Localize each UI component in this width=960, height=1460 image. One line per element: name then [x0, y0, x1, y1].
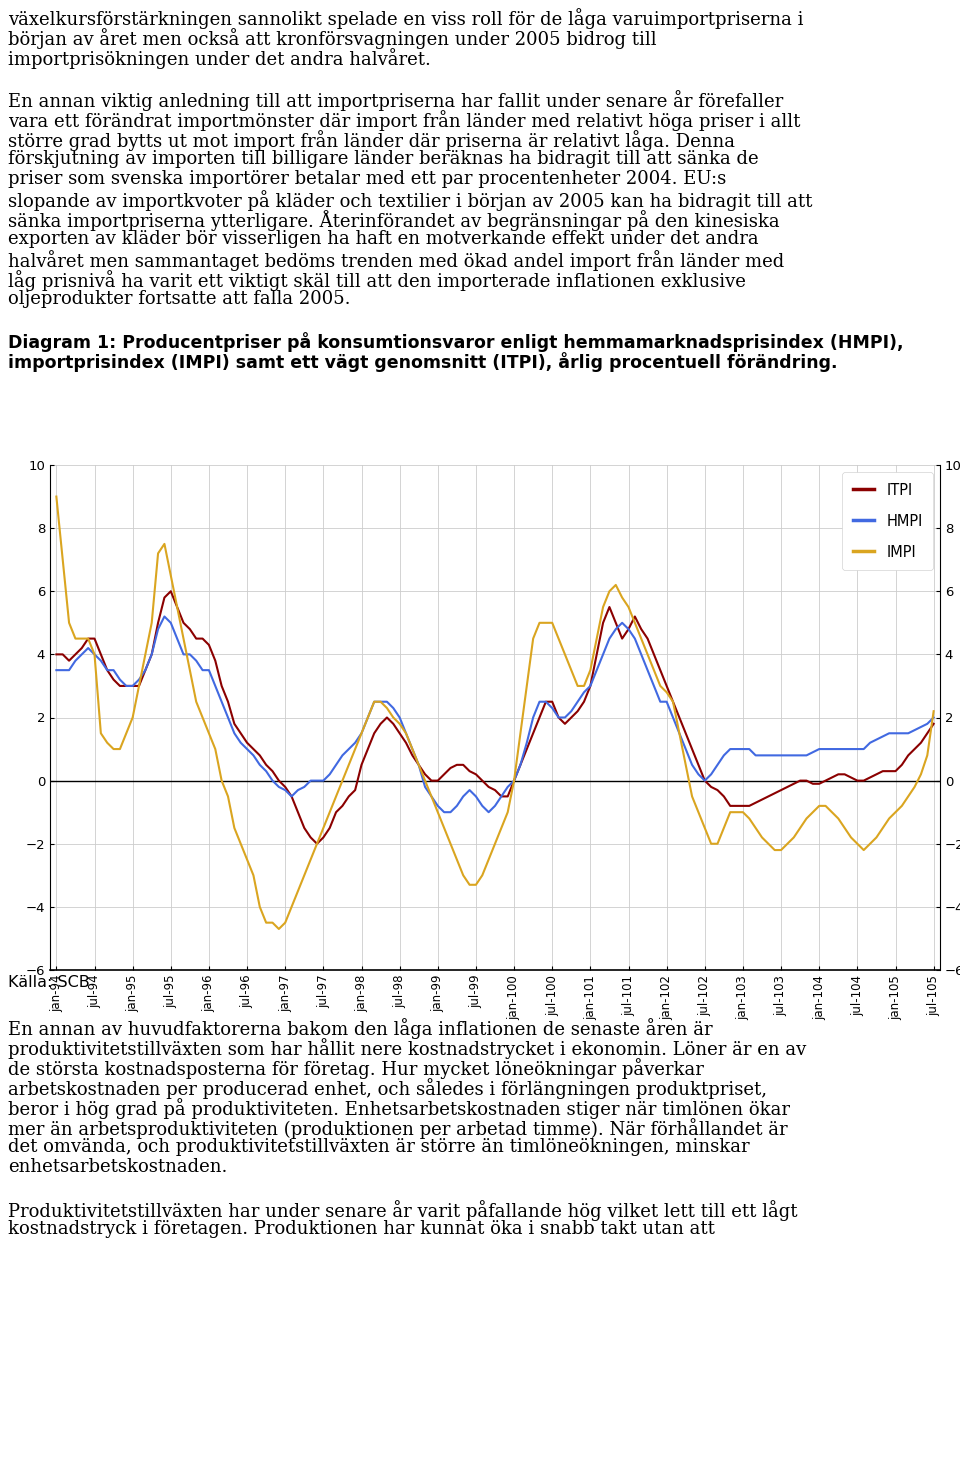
HMPI [158, 607, 170, 625]
HMPI [623, 620, 635, 638]
Text: de största kostnadsposterna för företag. Hur mycket löneökningar påverkar: de största kostnadsposterna för företag.… [8, 1058, 704, 1079]
Text: det omvända, och produktivitetstillväxten är större än timlöneökningen, minskar: det omvända, och produktivitetstillväxte… [8, 1137, 750, 1156]
Text: vara ett förändrat importmönster där import från länder med relativt höga priser: vara ett förändrat importmönster där imp… [8, 110, 801, 131]
Text: slopande av importkvoter på kläder och textilier i början av 2005 kan ha bidragi: slopande av importkvoter på kläder och t… [8, 190, 812, 210]
Text: Produktivitetstillväxten har under senare år varit påfallande hög vilket lett ti: Produktivitetstillväxten har under senar… [8, 1200, 798, 1221]
HMPI [928, 708, 940, 726]
ITPI [311, 835, 323, 853]
Legend: ITPI, HMPI, IMPI: ITPI, HMPI, IMPI [842, 472, 933, 569]
Text: priser som svenska importörer betalar med ett par procentenheter 2004. EU:s: priser som svenska importörer betalar me… [8, 169, 727, 188]
HMPI [439, 803, 450, 821]
Text: oljeprodukter fortsatte att falla 2005.: oljeprodukter fortsatte att falla 2005. [8, 291, 350, 308]
IMPI [273, 920, 284, 937]
Text: produktivitetstillväxten som har hållit nere kostnadstrycket i ekonomin. Löner ä: produktivitetstillväxten som har hållit … [8, 1038, 806, 1058]
ITPI [51, 645, 62, 663]
Text: förskjutning av importen till billigare länder beräknas ha bidragit till att sän: förskjutning av importen till billigare … [8, 150, 758, 168]
Text: enhetsarbetskostnaden.: enhetsarbetskostnaden. [8, 1158, 228, 1175]
ITPI [928, 715, 940, 733]
Text: sänka importpriserna ytterligare. Återinförandet av begränsningar på den kinesis: sänka importpriserna ytterligare. Återin… [8, 210, 780, 231]
HMPI [57, 661, 68, 679]
Text: börjаn av året men också att kronförsvagningen under 2005 bidrog till: börjаn av året men också att kronförsvag… [8, 28, 657, 50]
IMPI [928, 702, 940, 720]
HMPI [559, 708, 570, 726]
Line: HMPI: HMPI [57, 616, 934, 812]
HMPI [922, 715, 933, 733]
HMPI [63, 661, 75, 679]
Text: kostnadstryck i företagen. Produktionen har kunnat öka i snabb takt utan att: kostnadstryck i företagen. Produktionen … [8, 1221, 715, 1238]
IMPI [57, 550, 68, 568]
ITPI [559, 715, 570, 733]
Text: importprisökningen under det andra halvåret.: importprisökningen under det andra halvå… [8, 48, 431, 69]
IMPI [63, 615, 75, 632]
Text: En annan av huvudfaktorerna bakom den låga inflationen de senaste åren är: En annan av huvudfaktorerna bakom den lå… [8, 1018, 712, 1040]
IMPI [51, 488, 62, 505]
Text: mer än arbetsproduktiviteten (produktionen per arbetad timme). När förhållandet : mer än arbetsproduktiviteten (produktion… [8, 1118, 787, 1139]
Text: växelkursförstärkningen sannolikt spelade en viss roll för de låga varuimportpri: växelkursförstärkningen sannolikt spelad… [8, 7, 804, 29]
Text: importprisindex (IMPI) samt ett vägt genomsnitt (ITPI), årlig procentuell föränd: importprisindex (IMPI) samt ett vägt gen… [8, 352, 837, 372]
Text: låg prisnivå ha varit ett viktigt skäl till att den importerade inflationen exkl: låg prisnivå ha varit ett viktigt skäl t… [8, 270, 746, 291]
ITPI [63, 653, 75, 670]
HMPI [521, 734, 533, 752]
IMPI [915, 765, 926, 783]
Text: halvåret men sammantaget bedöms trenden med ökad andel import från länder med: halvåret men sammantaget bedöms trenden … [8, 250, 784, 272]
IMPI [616, 588, 628, 606]
IMPI [553, 629, 564, 647]
Text: En annan viktig anledning till att importpriserna har fallit under senare år för: En annan viktig anledning till att impor… [8, 91, 783, 111]
Text: beror i hög grad på produktiviteten. Enhetsarbetskostnaden stiger när timlönen ö: beror i hög grad på produktiviteten. Enh… [8, 1098, 790, 1118]
IMPI [515, 724, 526, 742]
ITPI [623, 620, 635, 638]
HMPI [51, 661, 62, 679]
ITPI [57, 645, 68, 663]
ITPI [922, 724, 933, 742]
ITPI [521, 740, 533, 758]
Text: Källa: SCB: Källa: SCB [8, 975, 89, 990]
Text: Diagram 1: Producentpriser på konsumtionsvaror enligt hemmamarknadsprisindex (HM: Diagram 1: Producentpriser på konsumtion… [8, 331, 903, 352]
Text: exporten av kläder bör visserligen ha haft en motverkande effekt under det andra: exporten av kläder bör visserligen ha ha… [8, 231, 758, 248]
Line: IMPI: IMPI [57, 496, 934, 929]
Text: arbetskostnaden per producerad enhet, och således i förlängningen produktpriset,: arbetskostnaden per producerad enhet, oc… [8, 1077, 767, 1099]
Line: ITPI: ITPI [57, 591, 934, 844]
ITPI [165, 583, 177, 600]
Text: större grad bytts ut mot import från länder där priserna är relativt låga. Denna: större grad bytts ut mot import från län… [8, 130, 735, 150]
